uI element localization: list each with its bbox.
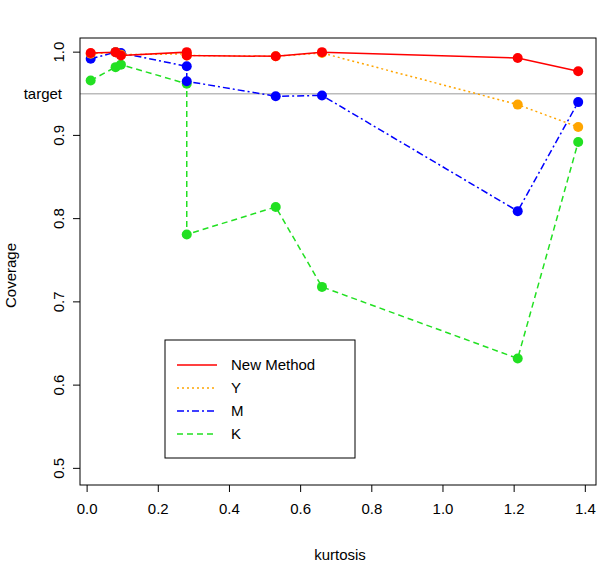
series-point [513, 206, 523, 216]
y-tick-label: 0.7 [50, 291, 67, 312]
series-point [317, 90, 327, 100]
x-tick [514, 485, 515, 492]
y-tick [73, 52, 80, 53]
x-tick [300, 485, 301, 492]
y-tick [73, 385, 80, 386]
series-point [271, 91, 281, 101]
target-label: target [24, 85, 63, 102]
y-tick [73, 468, 80, 469]
x-tick-label: 1.0 [433, 500, 454, 517]
series-point [317, 282, 327, 292]
y-tick [73, 301, 80, 302]
series-line [91, 52, 579, 71]
series-point [86, 75, 96, 85]
x-tick-label: 0.2 [148, 500, 169, 517]
series-point [182, 50, 192, 60]
series-point [182, 229, 192, 239]
x-tick [371, 485, 372, 492]
series-point [573, 137, 583, 147]
y-tick [73, 135, 80, 136]
series-point [182, 50, 192, 60]
legend-label: Y [231, 379, 241, 396]
series-point [271, 51, 281, 61]
x-tick-label: 0.8 [361, 500, 382, 517]
series-point [182, 76, 192, 86]
legend-box [165, 340, 355, 458]
y-axis-label: Coverage [2, 243, 19, 308]
series-point [182, 61, 192, 71]
series-point [573, 97, 583, 107]
series-point [116, 60, 126, 70]
series-layer [86, 47, 584, 363]
series-point [317, 47, 327, 57]
series-point [271, 51, 281, 61]
legend-swatch [177, 364, 217, 366]
legend-label: K [231, 425, 241, 442]
chart: 0.0 0.2 0.4 0.6 0.8 1.0 1.2 1.4 0.5 0.6 0.7 0.8 0.9 1… [0, 0, 600, 568]
x-tick [229, 485, 230, 492]
series-point [513, 353, 523, 363]
series [86, 60, 584, 364]
series-point [116, 50, 126, 60]
series [86, 47, 584, 76]
legend-label: New Method [231, 356, 315, 373]
y-tick-label: 0.6 [50, 375, 67, 396]
x-tick [158, 485, 159, 492]
x-tick-label: 0.6 [290, 500, 311, 517]
x-tick-label: 0.0 [77, 500, 98, 517]
legend-swatch [177, 387, 217, 389]
legend: New Method YMK [165, 340, 355, 458]
y-tick-label: 0.5 [50, 458, 67, 479]
series [86, 47, 584, 216]
series-point [317, 48, 327, 58]
series-point [513, 100, 523, 110]
annotation-layer [80, 93, 596, 94]
series-point [513, 53, 523, 63]
y-tick-label: 1.0 [50, 42, 67, 63]
y-tick-label: 0.8 [50, 208, 67, 229]
y-tick-label: 0.9 [50, 125, 67, 146]
x-tick-label: 0.4 [219, 500, 240, 517]
x-tick-label: 1.4 [575, 500, 596, 517]
x-tick [585, 485, 586, 492]
series [86, 47, 584, 132]
series-point [573, 122, 583, 132]
y-tick [73, 218, 80, 219]
x-axis-label: kurtosis [314, 546, 366, 563]
x-tick [87, 485, 88, 492]
legend-swatch [177, 410, 217, 412]
series-line [91, 52, 579, 211]
series-line [91, 52, 579, 127]
target-line [80, 93, 596, 95]
x-tick-label: 1.2 [504, 500, 525, 517]
legend-label: M [231, 402, 244, 419]
series-line [91, 65, 579, 359]
legend-swatch [177, 433, 217, 435]
series-point [271, 202, 281, 212]
series-point [86, 49, 96, 59]
x-tick [442, 485, 443, 492]
plot-frame [80, 38, 596, 485]
series-point [573, 66, 583, 76]
series-point [86, 48, 96, 58]
